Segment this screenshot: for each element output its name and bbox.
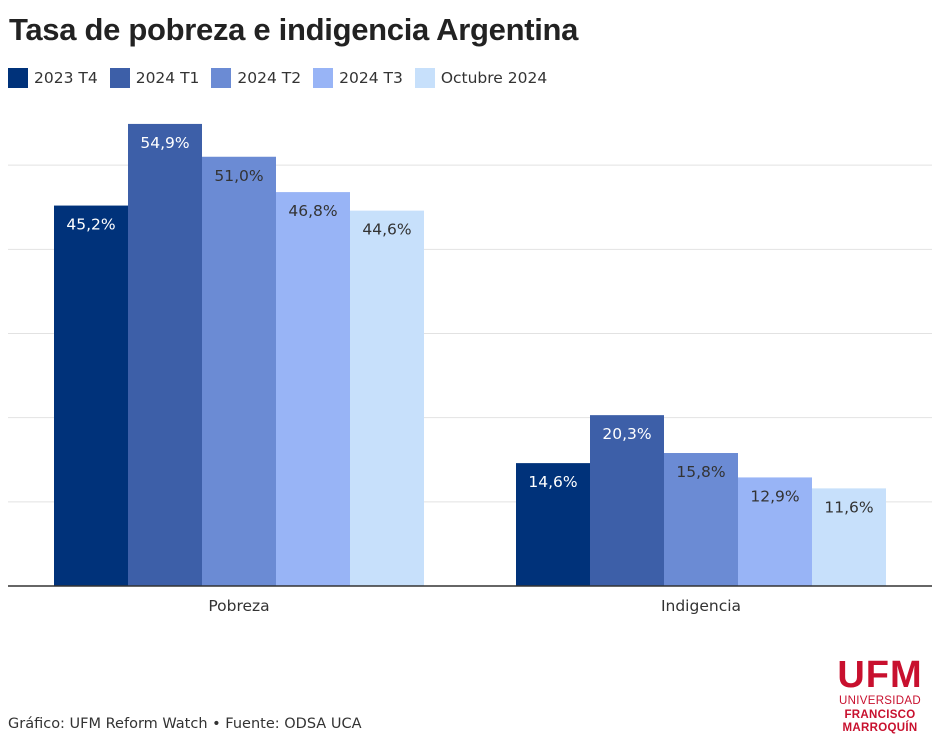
bar-2024-t3-pobreza — [276, 192, 350, 586]
bar-2023-t4-indigencia — [516, 463, 590, 586]
ufm-logo: UFM UNIVERSIDAD FRANCISCO MARROQUÍN — [834, 656, 926, 735]
legend-swatch — [313, 68, 334, 88]
bar-2024-t2-pobreza — [202, 156, 276, 586]
legend-item-2024-t1: 2024 T1 — [109, 68, 200, 88]
bar-2024-t2-indigencia — [664, 453, 738, 586]
logo-line-1: UNIVERSIDAD — [839, 695, 921, 707]
logo-wordmark: UFM — [837, 654, 923, 696]
bar-2023-t4-pobreza — [54, 205, 128, 587]
bar-data-label: 14,6% — [528, 473, 577, 491]
bar-2024-t1-pobreza — [128, 123, 202, 587]
logo-line-2: FRANCISCO — [844, 708, 916, 721]
legend-swatch — [414, 68, 435, 88]
bar-octubre-2024-indigencia — [812, 488, 886, 586]
legend-label: 2024 T1 — [135, 69, 200, 87]
legend-label: Octubre 2024 — [440, 69, 548, 87]
bar-data-label: 45,2% — [66, 216, 115, 234]
chart-legend: 2023 T4 2024 T1 2024 T2 2024 T3 Octubre … — [8, 68, 547, 88]
bar-data-label: 15,8% — [676, 463, 725, 481]
legend-swatch — [211, 68, 232, 88]
legend-swatch — [109, 68, 130, 88]
source-credit: Gráfico: UFM Reform Watch • Fuente: ODSA… — [8, 716, 362, 732]
bar-2024-t1-indigencia — [590, 415, 664, 586]
bar-data-label: 11,6% — [824, 498, 873, 516]
bar-data-label: 44,6% — [362, 221, 411, 239]
x-tick-label: Pobreza — [208, 597, 269, 615]
bar-data-label: 46,8% — [288, 202, 337, 220]
bar-data-label: 54,9% — [140, 134, 189, 152]
bar-data-label: 20,3% — [602, 425, 651, 443]
legend-item-2024-t2: 2024 T2 — [211, 68, 301, 88]
bar-data-label: 51,0% — [214, 167, 263, 185]
chart-title: Tasa de pobreza e indigencia Argentina — [9, 12, 579, 47]
legend-label: 2024 T2 — [237, 69, 302, 87]
legend-item-octubre-2024: Octubre 2024 — [414, 68, 548, 88]
logo-line-3: MARROQUÍN — [842, 722, 918, 734]
legend-label: 2023 T4 — [34, 69, 98, 87]
bar-2024-t3-indigencia — [738, 477, 812, 586]
bar-data-label: 12,9% — [750, 487, 799, 505]
legend-label: 2024 T3 — [339, 69, 403, 87]
legend-item-2024-t3: 2024 T3 — [313, 68, 403, 88]
bar-octubre-2024-pobreza — [350, 210, 424, 586]
legend-swatch — [8, 68, 28, 88]
x-tick-label: Indigencia — [661, 597, 741, 615]
legend-item-2023-t4: 2023 T4 — [8, 68, 98, 88]
